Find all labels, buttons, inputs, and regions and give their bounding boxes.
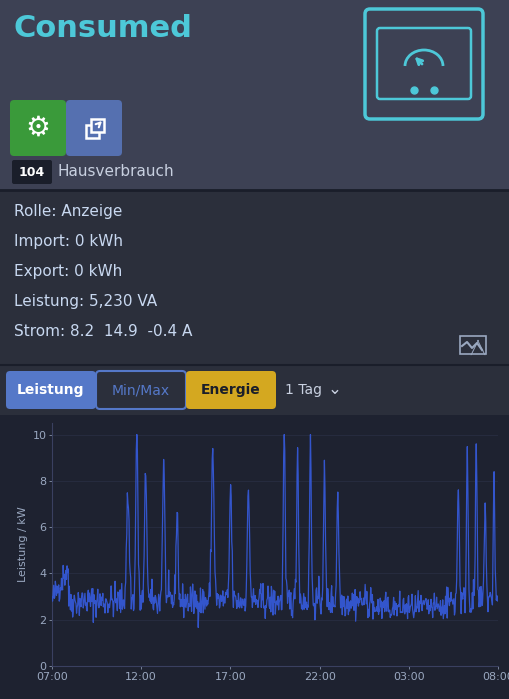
Text: Hausverbrauch: Hausverbrauch [58, 164, 174, 180]
FancyBboxPatch shape [91, 119, 104, 132]
FancyBboxPatch shape [10, 100, 66, 156]
Text: Import: 0 kWh: Import: 0 kWh [14, 234, 123, 249]
Text: Energie: Energie [201, 383, 261, 397]
FancyBboxPatch shape [0, 0, 509, 190]
Text: Leistung: 5,230 VA: Leistung: 5,230 VA [14, 294, 157, 309]
Text: Leistung: Leistung [17, 383, 84, 397]
Text: 104: 104 [19, 166, 45, 178]
Text: ⚙: ⚙ [25, 114, 50, 142]
Text: ⌄: ⌄ [327, 380, 341, 398]
Text: Consumed: Consumed [14, 14, 192, 43]
Text: Strom: 8.2  14.9  -0.4 A: Strom: 8.2 14.9 -0.4 A [14, 324, 192, 339]
FancyBboxPatch shape [0, 415, 509, 699]
FancyBboxPatch shape [186, 371, 275, 409]
FancyBboxPatch shape [6, 371, 96, 409]
Y-axis label: Leistung / kW: Leistung / kW [18, 507, 28, 582]
FancyBboxPatch shape [66, 100, 122, 156]
Text: Rolle: Anzeige: Rolle: Anzeige [14, 204, 122, 219]
FancyBboxPatch shape [12, 160, 52, 184]
Text: Min/Max: Min/Max [111, 383, 169, 397]
FancyBboxPatch shape [96, 371, 186, 409]
Text: ╱╲: ╱╲ [470, 340, 485, 354]
Text: Export: 0 kWh: Export: 0 kWh [14, 264, 122, 279]
Text: 1 Tag: 1 Tag [285, 383, 321, 397]
